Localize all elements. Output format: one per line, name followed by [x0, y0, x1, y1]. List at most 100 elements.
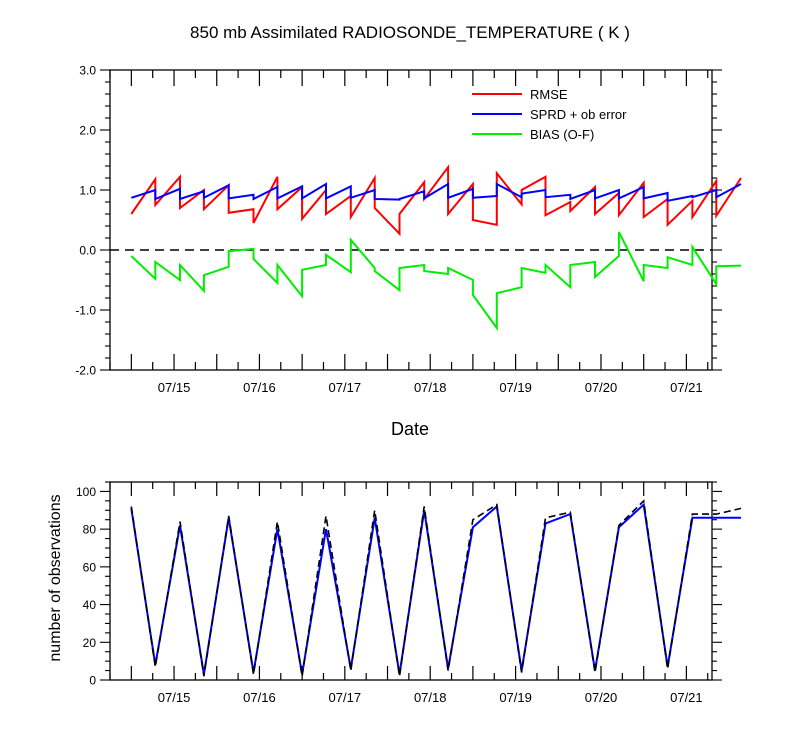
data-point [276, 282, 278, 284]
data-point [667, 200, 669, 202]
data-point [472, 279, 474, 281]
data-point [374, 189, 376, 191]
data-point [228, 515, 230, 517]
data-point [203, 197, 205, 199]
data-point [228, 198, 230, 200]
data-point [545, 214, 547, 216]
data-point [594, 186, 596, 188]
data-point [691, 196, 693, 198]
y-tick-label: 2.0 [79, 124, 96, 138]
data-point [325, 213, 327, 215]
data-point [301, 295, 303, 297]
data-point [643, 500, 645, 502]
data-point [643, 186, 645, 188]
data-point [545, 176, 547, 178]
x-tick-label: 07/19 [499, 690, 532, 705]
y-tick-label: -1.0 [75, 304, 96, 318]
data-point [594, 189, 596, 191]
data-point [618, 255, 620, 257]
data-point [423, 190, 425, 192]
data-point [643, 182, 645, 184]
data-point [496, 172, 498, 174]
data-point [472, 219, 474, 221]
series-line-sprd-ob-error [130, 182, 742, 203]
data-point [521, 189, 523, 191]
data-point [715, 189, 717, 191]
top-chart-panel: 07/15 07/16 07/17 07/18 07/19 07/20 07/21 -2.0 -… [75, 64, 742, 395]
data-point [350, 239, 352, 241]
data-point [154, 178, 156, 180]
y-tick-label: -2.0 [75, 364, 96, 378]
x-axis-label: Date [391, 419, 429, 439]
data-point [618, 198, 620, 200]
data-point [179, 264, 181, 266]
data-point [715, 283, 717, 285]
data-point [569, 194, 571, 196]
data-point [545, 264, 547, 266]
data-point [691, 246, 693, 248]
data-point [594, 198, 596, 200]
data-point [715, 196, 717, 198]
legend-label: BIAS (O-F) [530, 127, 594, 142]
data-point [521, 204, 523, 206]
data-point [179, 279, 181, 281]
data-point [569, 210, 571, 212]
data-point [643, 504, 645, 506]
data-point [154, 198, 156, 200]
x-tick-label: 07/18 [414, 380, 447, 395]
data-point [618, 231, 620, 233]
data-point [203, 274, 205, 276]
data-point [569, 201, 571, 203]
data-point [276, 198, 278, 200]
data-point [325, 198, 327, 200]
data-point [521, 672, 523, 674]
y-tick-label: 80 [83, 523, 97, 537]
y-tick-label: 3.0 [79, 64, 96, 78]
data-point [253, 222, 255, 224]
x-tick-label: 07/20 [585, 690, 618, 705]
data-point [374, 207, 376, 209]
data-point [472, 197, 474, 199]
data-point [667, 267, 669, 269]
plot-frame [109, 69, 713, 371]
data-point [325, 264, 327, 266]
data-point [447, 213, 449, 215]
data-point [667, 668, 669, 670]
data-point [643, 198, 645, 200]
data-point [374, 198, 376, 200]
data-point [423, 264, 425, 266]
y-tick-label: 20 [83, 636, 97, 650]
data-point [399, 198, 401, 200]
series-line-bias-o-f- [130, 231, 742, 332]
y-tick-label: 100 [76, 485, 96, 499]
data-point [228, 266, 230, 268]
x-tick-label: 07/17 [329, 380, 362, 395]
data-point [691, 513, 693, 515]
data-point [643, 216, 645, 218]
data-point [203, 208, 205, 210]
data-point [399, 233, 401, 235]
data-point [203, 290, 205, 292]
data-point [253, 208, 255, 210]
data-point [691, 264, 693, 266]
data-point [374, 509, 376, 511]
data-point [667, 192, 669, 194]
data-point [447, 273, 449, 275]
data-point [521, 196, 523, 198]
data-point [594, 672, 596, 674]
data-point [569, 198, 571, 200]
data-point [594, 276, 596, 278]
data-point [740, 177, 742, 179]
data-point [740, 183, 742, 185]
data-point [325, 528, 327, 530]
data-point [715, 265, 717, 267]
data-point [154, 666, 156, 668]
data-point [423, 198, 425, 200]
x-tick-label: 07/20 [585, 380, 618, 395]
data-point [350, 197, 352, 199]
chart-title: 850 mb Assimilated RADIOSONDE_TEMPERATUR… [190, 23, 630, 42]
series-line-possible [130, 499, 742, 677]
data-point [521, 286, 523, 288]
data-point [399, 213, 401, 215]
data-point [228, 184, 230, 186]
